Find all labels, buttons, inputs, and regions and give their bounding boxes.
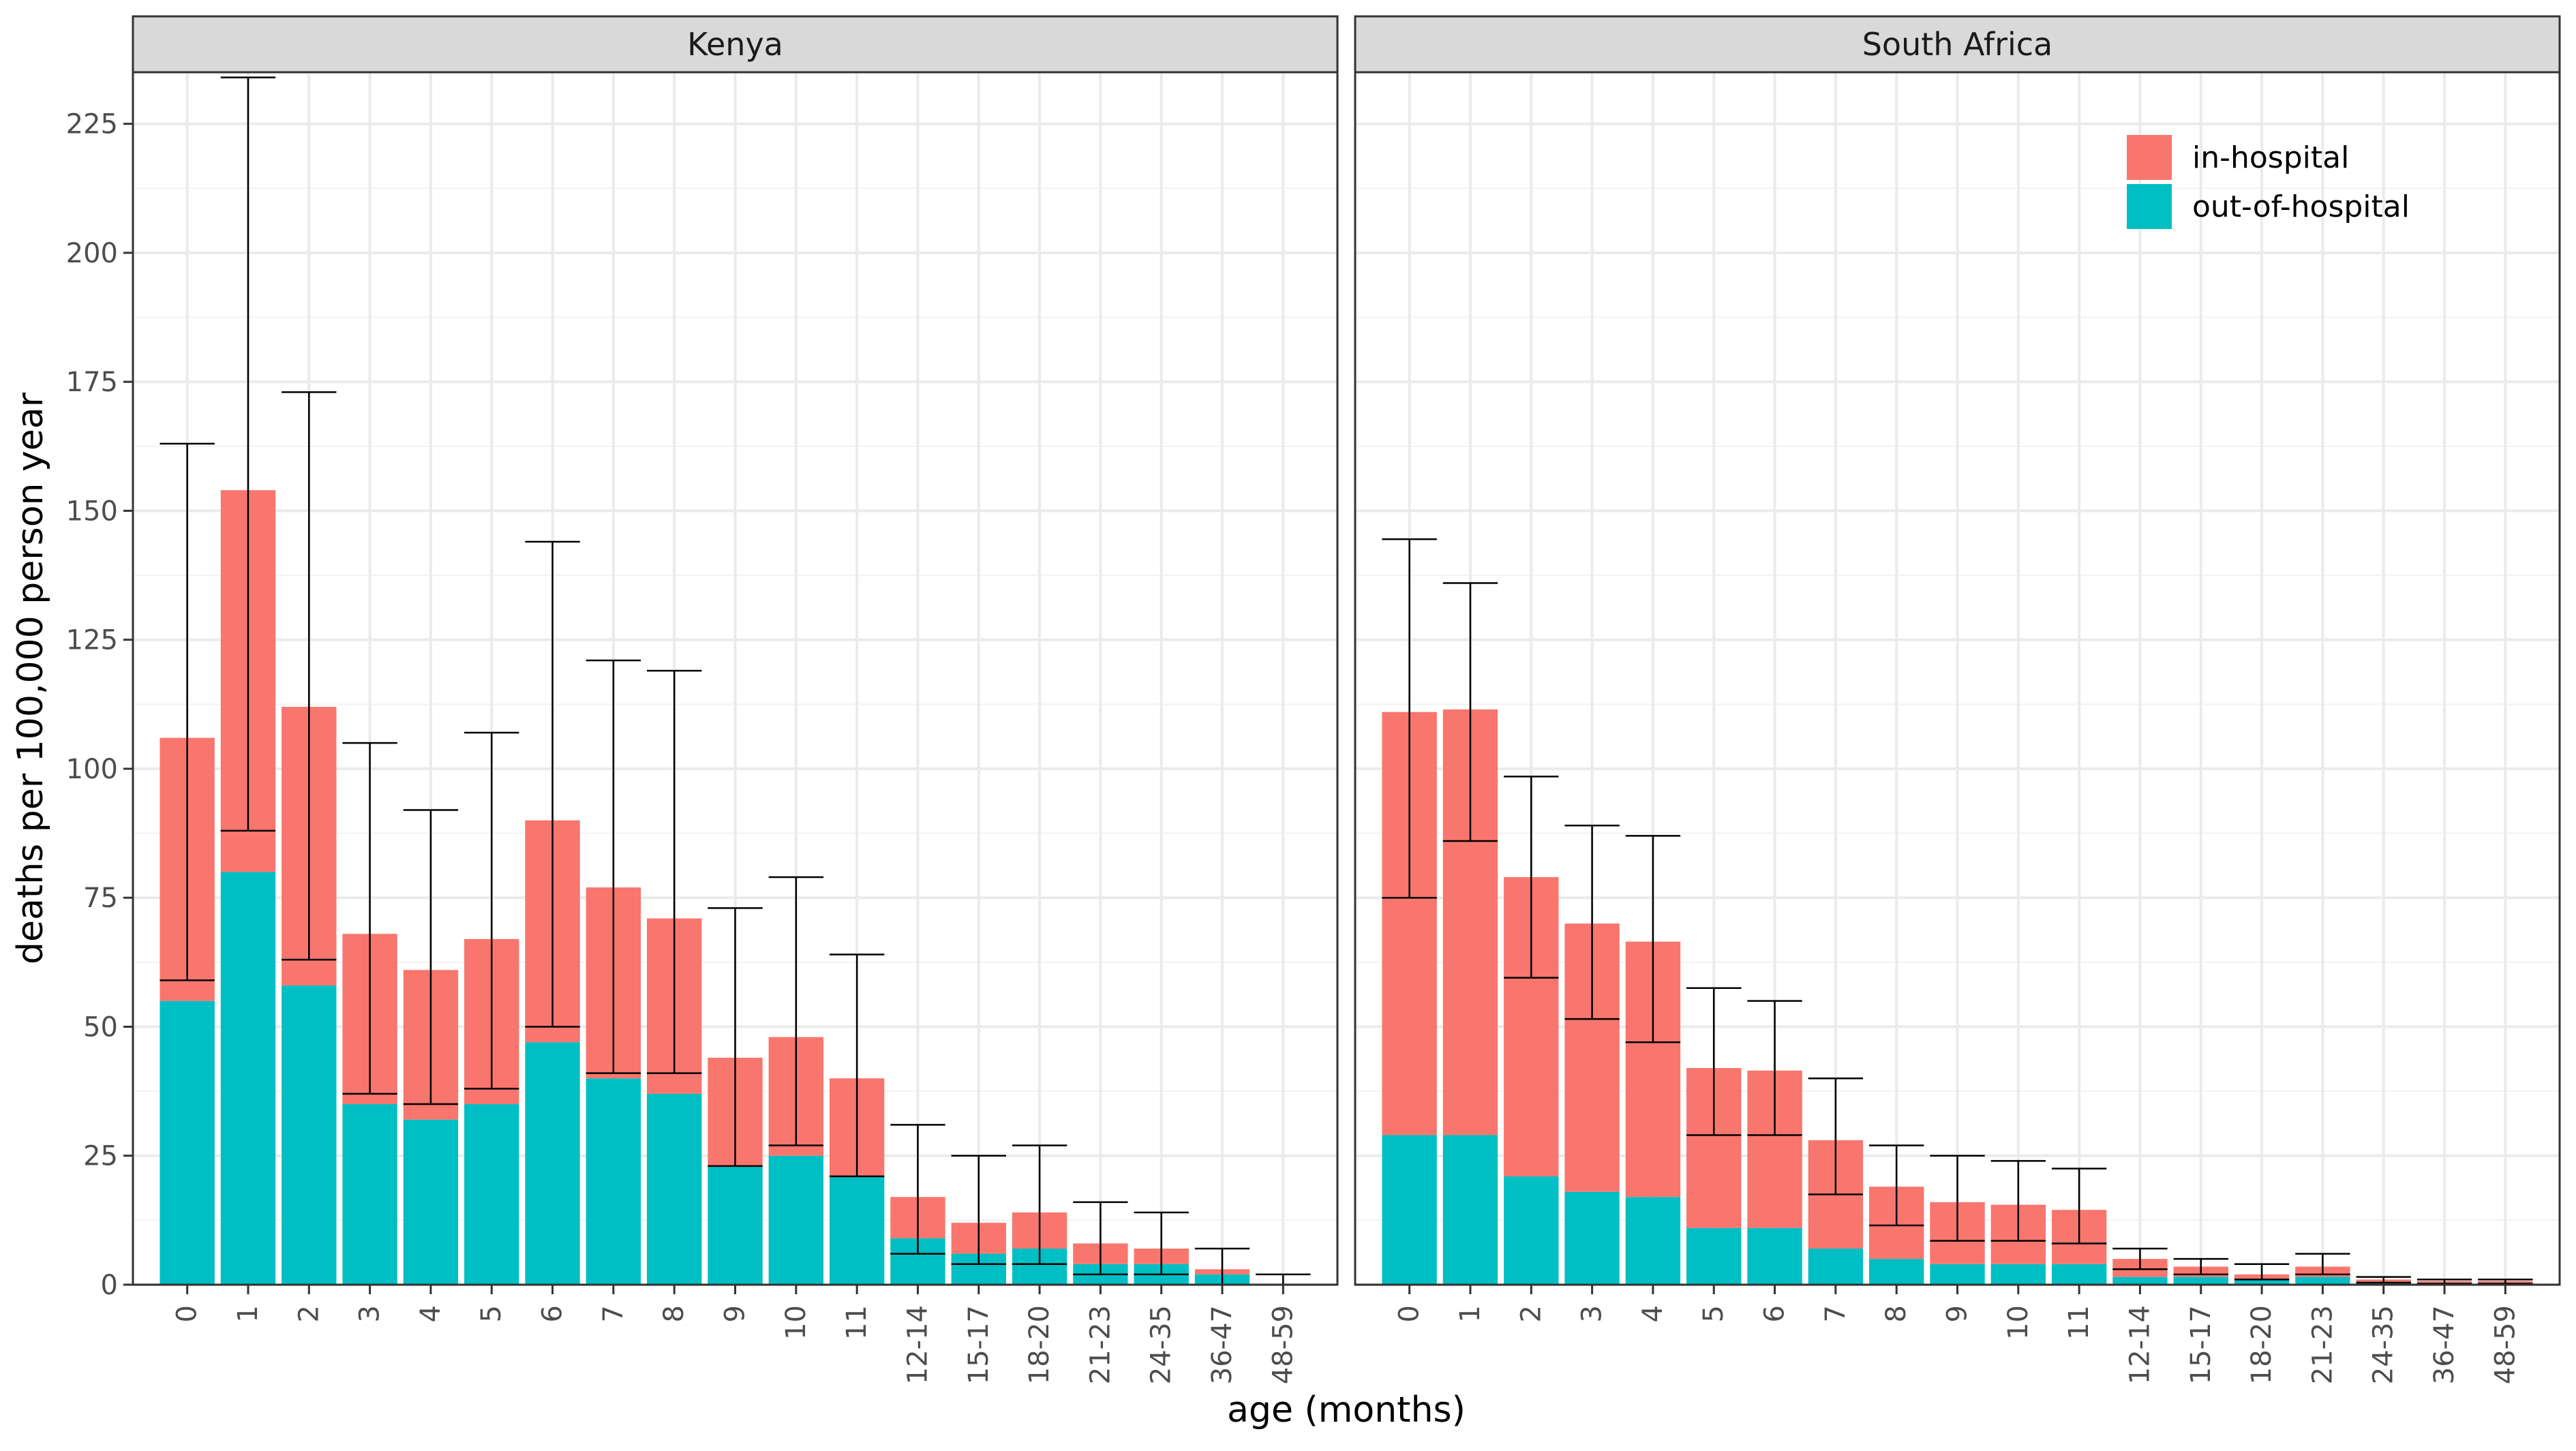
- y-tick-label: 100: [66, 754, 118, 785]
- bar-out-of-hospital: [1868, 1259, 1924, 1285]
- x-tick-label: 18-20: [1024, 1305, 1055, 1384]
- bar-out-of-hospital: [1930, 1264, 1985, 1285]
- bar-out-of-hospital: [403, 1119, 459, 1285]
- y-axis-title: deaths per 100,000 person year: [10, 392, 51, 964]
- x-tick-label: 8: [658, 1305, 690, 1322]
- panel-strip: [1354, 15, 2561, 74]
- x-tick-label: 7: [598, 1305, 629, 1322]
- x-tick-label: 5: [476, 1305, 507, 1322]
- x-tick-label: 24-35: [1146, 1305, 1177, 1384]
- x-tick-label: 11: [841, 1305, 873, 1340]
- bar-out-of-hospital: [1382, 1135, 1437, 1285]
- bar-out-of-hospital: [1442, 1135, 1498, 1285]
- panel-south-africa: South Africa 0 1 2 3 4 5 6 7 8 9 10 11 12-14 15-17 18-2…: [1354, 15, 2561, 1384]
- bar-out-of-hospital: [2173, 1277, 2228, 1285]
- x-tick-label: 1: [1455, 1305, 1486, 1322]
- x-tick-label: 18-20: [2246, 1305, 2277, 1384]
- x-tick-label: 12-14: [2124, 1305, 2155, 1384]
- x-tick-label: 5: [1698, 1305, 1729, 1322]
- legend-key-in-hospital: [2127, 135, 2172, 180]
- panel-strip-title: Kenya: [687, 26, 783, 63]
- x-axis-title: age (months): [1227, 1390, 1466, 1431]
- bar-out-of-hospital: [2234, 1279, 2290, 1285]
- x-tick-label: 21-23: [2307, 1305, 2338, 1384]
- bar-out-of-hospital: [2051, 1264, 2107, 1285]
- x-axis-ticks: 0 1 2 3 4 5 6 7 8 9 10 11 12-14 15-17 18-20 21-23 24-35 3…: [172, 1285, 1299, 1384]
- bar-out-of-hospital: [2295, 1277, 2350, 1285]
- x-tick-label: 15-17: [963, 1305, 995, 1384]
- y-tick-label: 25: [83, 1141, 118, 1172]
- x-tick-label: 12-14: [902, 1305, 933, 1384]
- bar-out-of-hospital: [464, 1104, 519, 1285]
- bar-out-of-hospital: [1625, 1197, 1681, 1285]
- bar-out-of-hospital: [708, 1165, 763, 1285]
- x-tick-label: 2: [1515, 1305, 1547, 1322]
- bar-out-of-hospital: [1808, 1249, 1864, 1285]
- x-tick-label: 0: [172, 1305, 203, 1322]
- bar-out-of-hospital: [220, 872, 276, 1285]
- x-tick-label: 6: [1759, 1305, 1791, 1322]
- y-tick-label: 0: [101, 1270, 118, 1301]
- bar-out-of-hospital: [1747, 1227, 1802, 1285]
- x-tick-label: 4: [1637, 1305, 1669, 1322]
- x-tick-label: 48-59: [2489, 1305, 2521, 1384]
- panel-strip-title: South Africa: [1862, 26, 2053, 63]
- legend: in-hospital out-of-hospital: [2127, 135, 2410, 229]
- x-tick-label: 36-47: [2429, 1305, 2460, 1384]
- x-tick-label: 24-35: [2368, 1305, 2399, 1384]
- x-tick-label: 10: [2003, 1305, 2034, 1340]
- legend-key-out-of-hospital: [2127, 184, 2172, 229]
- x-tick-label: 8: [1881, 1305, 1912, 1322]
- x-tick-label: 0: [1394, 1305, 1425, 1322]
- bar-out-of-hospital: [1504, 1176, 1559, 1285]
- y-axis: 0 25 50 75 100 125 150 175 200 225: [66, 109, 133, 1301]
- legend-label-in-hospital: in-hospital: [2192, 140, 2349, 175]
- legend-label-out-of-hospital: out-of-hospital: [2192, 189, 2410, 224]
- bar-out-of-hospital: [1990, 1264, 2046, 1285]
- bar-out-of-hospital: [282, 985, 337, 1285]
- bars: [1382, 709, 2533, 1285]
- x-tick-label: 3: [354, 1305, 386, 1322]
- bar-out-of-hospital: [525, 1042, 580, 1285]
- x-tick-label: 15-17: [2185, 1305, 2217, 1384]
- x-axis-ticks: 0 1 2 3 4 5 6 7 8 9 10 11 12-14 15-17 18-20 21-23 24-35 3…: [1394, 1285, 2521, 1384]
- y-tick-label: 150: [66, 495, 118, 527]
- x-tick-label: 3: [1577, 1305, 1608, 1322]
- error-bars: [1382, 538, 2533, 1285]
- x-tick-label: 10: [781, 1305, 812, 1340]
- y-tick-label: 50: [83, 1011, 118, 1043]
- x-tick-label: 9: [1942, 1305, 1973, 1322]
- x-tick-label: 2: [293, 1305, 324, 1322]
- x-tick-label: 11: [2063, 1305, 2095, 1340]
- x-tick-label: 7: [1820, 1305, 1851, 1322]
- x-tick-label: 6: [537, 1305, 569, 1322]
- bar-out-of-hospital: [160, 1001, 215, 1285]
- bar-out-of-hospital: [586, 1078, 641, 1285]
- y-tick-label: 225: [66, 109, 118, 140]
- x-tick-label: 4: [415, 1305, 446, 1322]
- x-tick-label: 48-59: [1267, 1305, 1299, 1384]
- x-tick-label: 1: [232, 1305, 264, 1322]
- y-tick-label: 175: [66, 367, 118, 398]
- y-tick-label: 75: [83, 883, 118, 914]
- bar-out-of-hospital: [646, 1093, 702, 1285]
- bar-out-of-hospital: [1686, 1227, 1742, 1285]
- panel-kenya: Kenya 0 1 2 3 4 5 6 7 8 9 10 11 12-14 15-17 18-20 21-23 2…: [132, 15, 1339, 1384]
- bar-out-of-hospital: [2112, 1277, 2168, 1285]
- y-tick-label: 125: [66, 625, 118, 656]
- bar-out-of-hospital: [1564, 1191, 1620, 1285]
- bar-out-of-hospital: [829, 1176, 885, 1285]
- x-tick-label: 36-47: [1207, 1305, 1238, 1384]
- y-tick-label: 200: [66, 238, 118, 269]
- bar-out-of-hospital: [768, 1155, 824, 1285]
- x-tick-label: 21-23: [1085, 1305, 1116, 1384]
- bar-out-of-hospital: [342, 1104, 397, 1285]
- panel-strip: [132, 15, 1339, 74]
- x-tick-label: 9: [720, 1305, 751, 1322]
